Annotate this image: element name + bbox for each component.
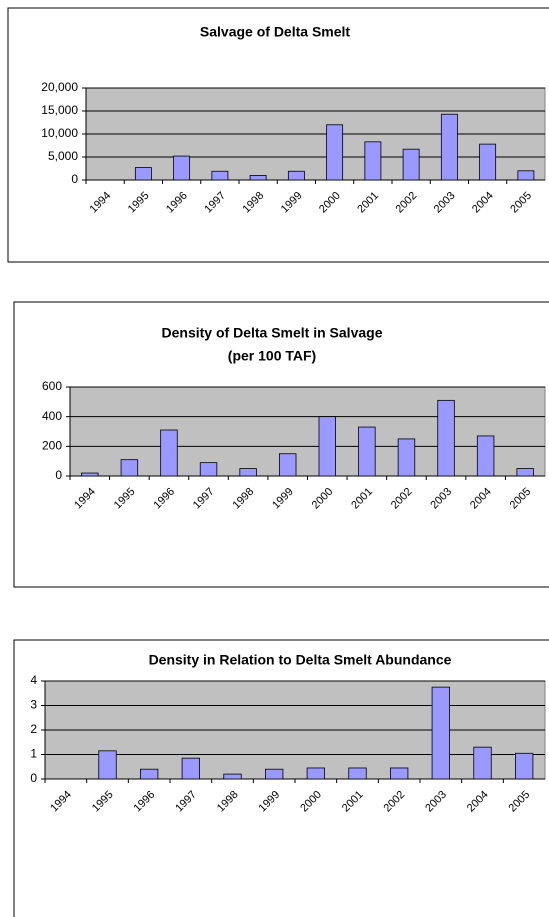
bar	[473, 746, 492, 780]
bar	[476, 435, 495, 477]
y-tick-label: 2	[30, 722, 37, 736]
bar	[181, 757, 200, 780]
bar	[326, 124, 344, 181]
bar	[397, 438, 416, 477]
bar	[140, 768, 159, 780]
bar	[223, 773, 242, 780]
y-tick-label: 400	[42, 409, 62, 423]
bar	[306, 767, 325, 780]
y-tick-label: 4	[30, 673, 37, 687]
bar	[287, 170, 305, 181]
bar	[517, 170, 535, 181]
chart-title: Density in Relation to Delta Smelt Abund…	[149, 652, 452, 668]
y-tick-label: 0	[30, 771, 37, 785]
y-tick-label: 1	[30, 747, 37, 761]
chart-title: Salvage of Delta Smelt	[200, 24, 351, 40]
bar	[358, 426, 376, 477]
chart-subtitle: (per 100 TAF)	[228, 348, 316, 364]
bar	[134, 167, 152, 181]
bar	[249, 174, 267, 181]
bar	[516, 468, 534, 477]
bar	[402, 148, 420, 181]
bar	[199, 462, 218, 477]
bar	[437, 399, 455, 477]
bar	[364, 141, 382, 181]
bar	[98, 750, 117, 780]
bar	[440, 113, 458, 181]
y-tick-label: 15,000	[41, 103, 78, 117]
y-tick-label: 600	[42, 379, 62, 393]
bar	[211, 170, 229, 181]
y-tick-label: 0	[55, 468, 62, 482]
bar	[81, 472, 99, 477]
y-tick-label: 10,000	[41, 126, 78, 140]
y-tick-label: 3	[30, 698, 37, 712]
bar	[431, 686, 450, 780]
bar	[515, 752, 534, 780]
bar	[173, 155, 191, 181]
bar	[239, 468, 257, 477]
bar	[120, 459, 139, 477]
y-tick-label: 20,000	[41, 80, 78, 94]
y-tick-label: 0	[71, 172, 78, 186]
bar	[265, 768, 284, 780]
chart-title: Density of Delta Smelt in Salvage	[162, 325, 383, 341]
bar	[318, 416, 337, 477]
plot-area	[69, 386, 546, 477]
bar	[479, 143, 497, 181]
y-tick-label: 200	[42, 439, 62, 453]
bar	[390, 767, 409, 780]
bar	[348, 767, 367, 780]
y-tick-label: 5,000	[48, 149, 78, 163]
bar	[278, 453, 297, 477]
bar	[160, 429, 178, 477]
